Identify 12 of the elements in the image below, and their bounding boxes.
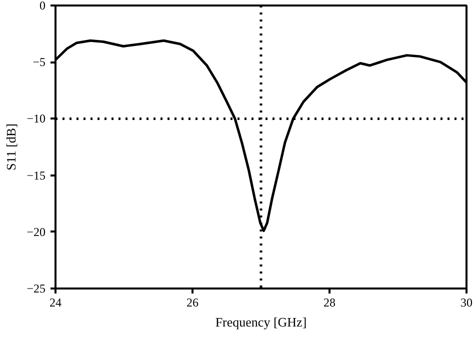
- y-axis-title: S11 [dB]: [4, 124, 19, 170]
- y-tick-label: −25: [26, 282, 46, 296]
- y-tick-label: 0: [40, 0, 46, 12]
- x-axis-title: Frequency [GHz]: [215, 314, 307, 330]
- y-tick-label: −5: [32, 55, 46, 70]
- x-tick-label: 26: [186, 296, 198, 310]
- x-tick-label: 28: [324, 296, 336, 310]
- y-tick-label: −15: [26, 168, 46, 182]
- y-tick-label: −20: [26, 224, 46, 239]
- x-tick-label: 24: [50, 296, 62, 310]
- x-tick-label: 30: [460, 296, 472, 310]
- y-tick-label: −10: [26, 112, 46, 126]
